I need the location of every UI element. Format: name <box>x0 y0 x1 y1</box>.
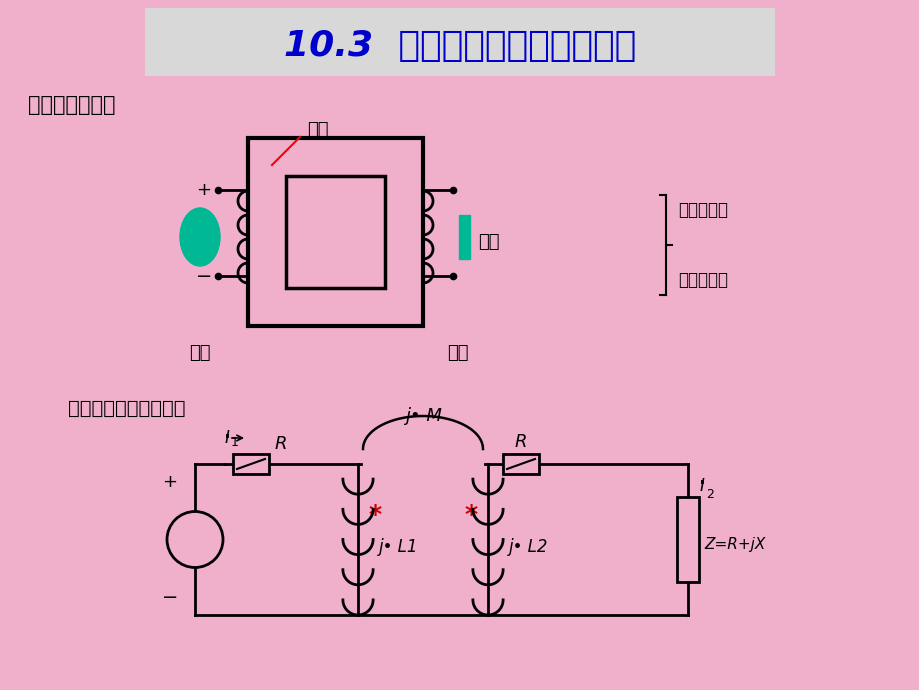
Text: 一、空心变压器: 一、空心变压器 <box>28 95 116 115</box>
Bar <box>676 497 698 582</box>
Text: j• L1: j• L1 <box>379 538 418 557</box>
Text: 原边: 原边 <box>189 344 210 362</box>
Text: −: − <box>162 587 178 607</box>
Ellipse shape <box>180 208 220 266</box>
Text: *: * <box>464 502 477 526</box>
Text: 空心变压器的电路模型: 空心变压器的电路模型 <box>68 399 186 417</box>
Bar <box>286 176 384 288</box>
Text: *: * <box>369 502 381 526</box>
Text: .: . <box>697 462 706 490</box>
Text: I: I <box>698 477 704 495</box>
Text: .: . <box>222 416 232 444</box>
Circle shape <box>167 511 222 567</box>
Bar <box>233 454 268 474</box>
Text: 10.3  空心变压器和理想变压器: 10.3 空心变压器和理想变压器 <box>284 29 635 63</box>
Bar <box>248 138 423 326</box>
FancyBboxPatch shape <box>145 8 774 76</box>
Text: j• L2: j• L2 <box>508 538 548 557</box>
Text: −: − <box>196 266 212 286</box>
Bar <box>503 454 539 474</box>
Text: 负载: 负载 <box>478 233 499 251</box>
Text: U: U <box>166 533 179 551</box>
Text: 芝子: 芝子 <box>307 121 328 139</box>
Text: R: R <box>515 433 527 451</box>
Text: s: s <box>178 542 186 557</box>
Text: 空心变压器: 空心变压器 <box>677 271 727 289</box>
Text: R: R <box>275 435 287 453</box>
Text: .: . <box>169 518 176 542</box>
Text: 1: 1 <box>231 435 239 448</box>
Text: Z=R+jX: Z=R+jX <box>703 537 765 552</box>
Text: 鐵心变压器: 鐵心变压器 <box>677 201 727 219</box>
Text: +: + <box>163 473 177 491</box>
Text: 副边: 副边 <box>447 344 469 362</box>
Text: I: I <box>224 429 229 447</box>
Text: j• M: j• M <box>404 407 441 425</box>
Text: 2: 2 <box>705 488 713 500</box>
Text: +: + <box>197 181 211 199</box>
Bar <box>459 215 470 259</box>
